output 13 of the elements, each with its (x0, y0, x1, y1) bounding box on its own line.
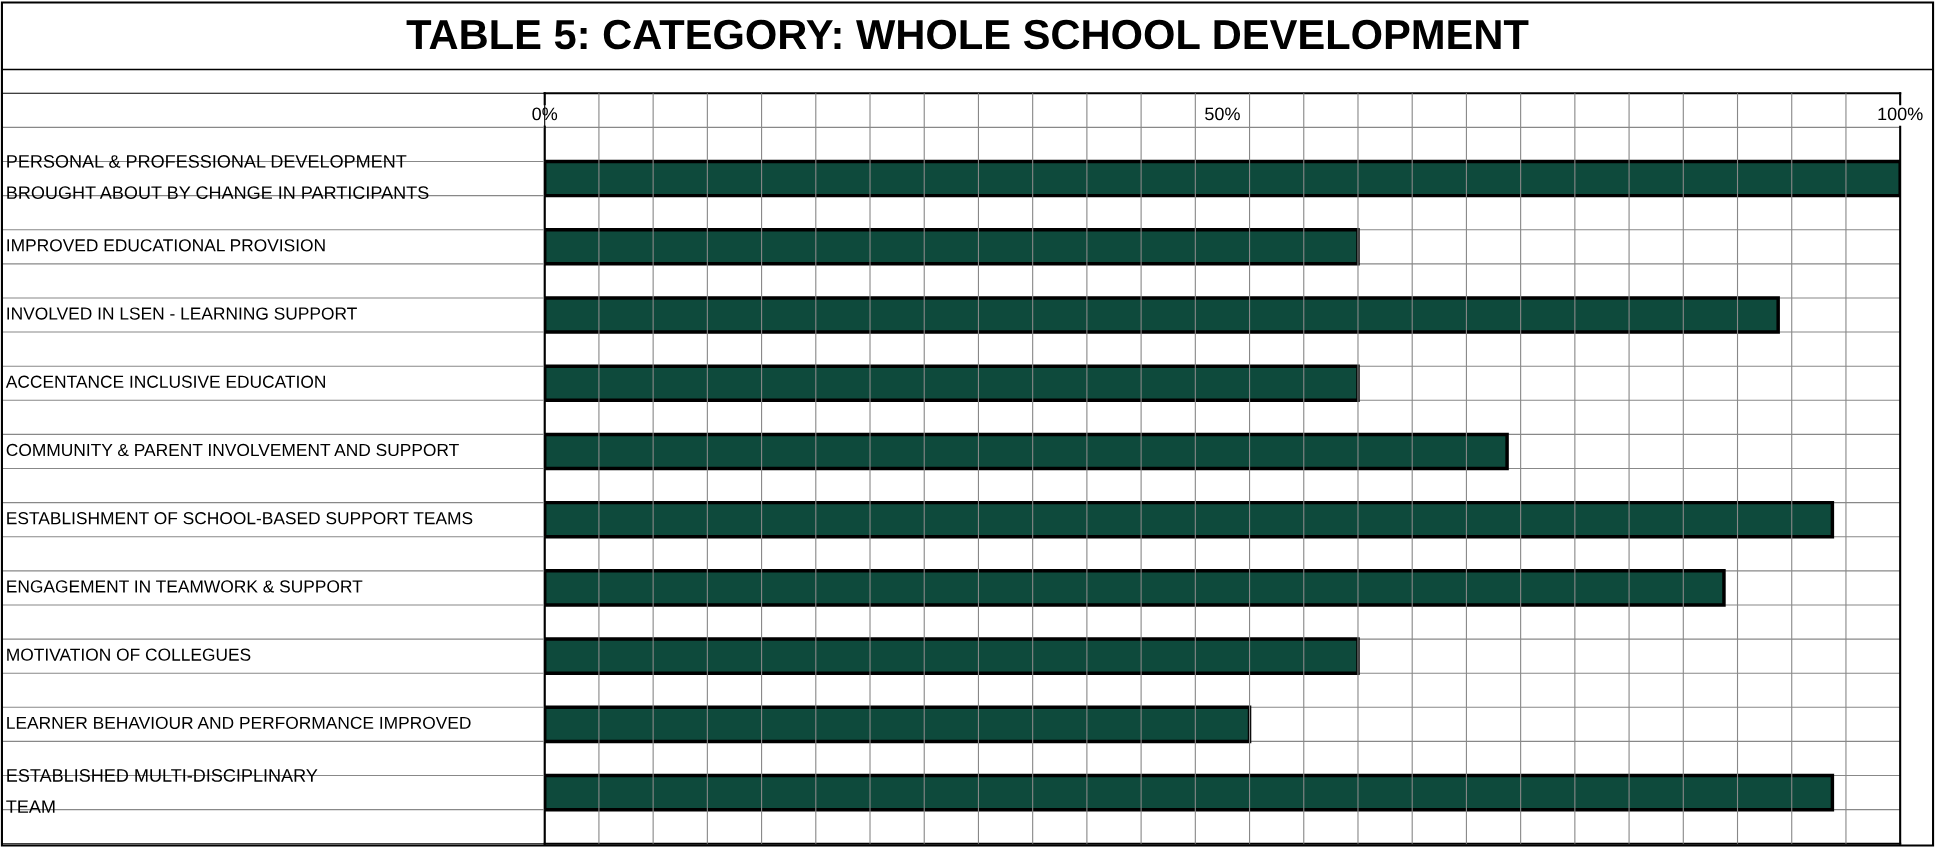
y-tick-label: COMMUNITY & PARENT INVOLVEMENT AND SUPPORT (6, 443, 459, 457)
chart-title: TABLE 5: CATEGORY: WHOLE SCHOOL DEVELOPMENT (406, 19, 1529, 50)
y-tick-label: IMPROVED EDUCATIONAL PROVISION (7, 239, 325, 252)
y-tick-label: ESTABLISHMENT OF SCHOOL-BASED SUPPORT TEAMS (7, 512, 473, 525)
y-tick-label: MOTIVATION OF COLLEGUES (7, 648, 251, 661)
x-tick-label: 100% (1878, 107, 1923, 121)
y-tick-label: ESTABLISHED MULTI-DISCIPLINARY TEAM (6, 769, 318, 813)
y-tick-label: INVOLVED IN LSEN - LEARNING SUPPORT (7, 307, 357, 320)
y-tick-label: ENGAGEMENT IN TEAMWORK & SUPPORT (7, 580, 363, 593)
y-tick-label: LEARNER BEHAVIOUR AND PERFORMANCE IMPROVED (7, 716, 471, 730)
y-tick-label: PERSONAL & PROFESSIONAL DEVELOPMENT BROUGHT ABOUT BY CHANGE IN PARTICIPANTS (7, 155, 429, 200)
x-tick-label: 50% (1205, 107, 1240, 121)
y-tick-label: ACCENTANCE INCLUSIVE EDUCATION (5, 375, 325, 388)
